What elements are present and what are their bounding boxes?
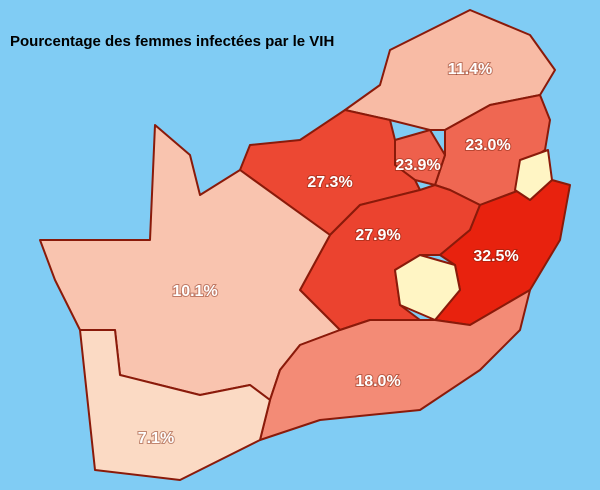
province	[259, 289, 531, 441]
regions	[39, 9, 571, 481]
value-label: 27.3%	[307, 174, 352, 191]
value-label: 10.1%	[172, 283, 217, 300]
lesotho	[394, 254, 461, 321]
value-label: 23.0%	[465, 137, 510, 154]
value-label: 32.5%	[473, 248, 518, 265]
value-label: 27.9%	[355, 227, 400, 244]
labels: 11.4% 23.0% 23.9% 27.3% 27.9% 32.5% 10.1% 18.0%…	[137, 60, 520, 448]
value-label: 18.0%	[355, 373, 400, 390]
map-title: Pourcentage des femmes infectées par le …	[10, 33, 334, 50]
province	[79, 329, 271, 481]
province	[344, 9, 556, 131]
swaziland	[514, 149, 553, 201]
value-label: 11.4%	[448, 61, 492, 78]
value-label: 23.9%	[395, 157, 440, 174]
value-label: 7.1%	[138, 430, 174, 447]
